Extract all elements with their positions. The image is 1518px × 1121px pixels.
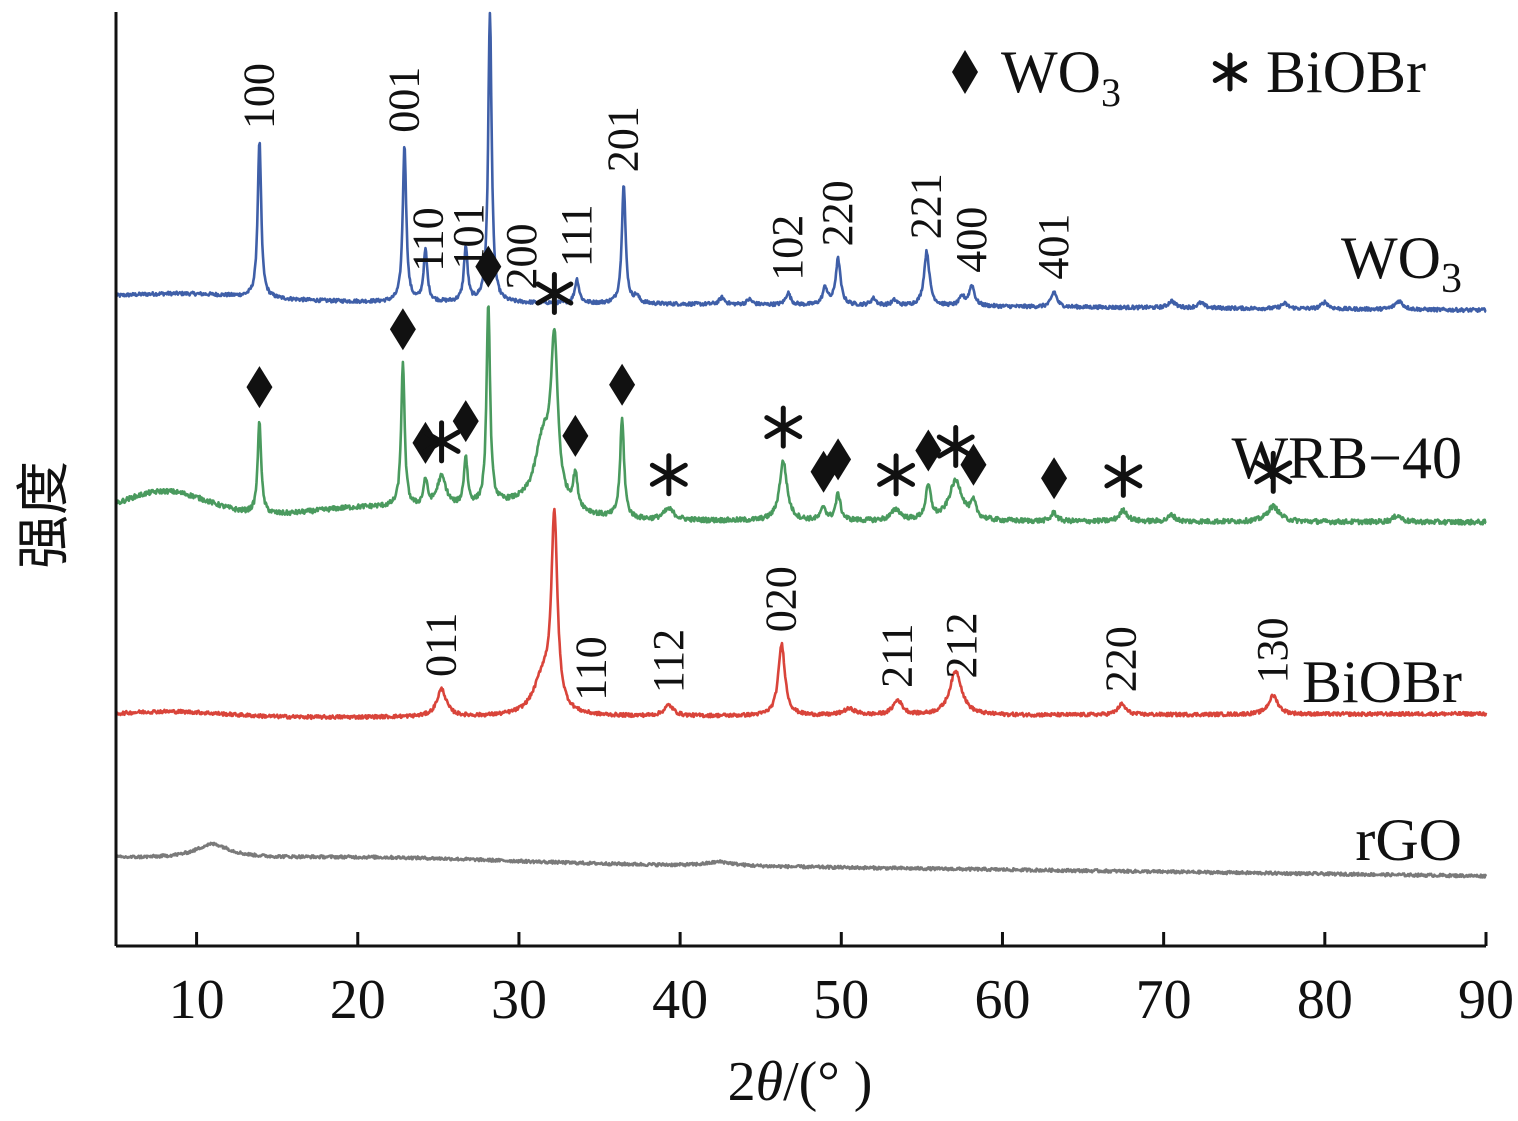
biobr-peak-marker [422,420,461,464]
x-tick-label: 40 [652,969,708,1031]
biobr-peak-marker [1254,450,1293,494]
peak-label: 220 [813,180,862,246]
peak-label: 001 [380,67,429,133]
biobr-peak-marker [649,453,688,497]
series-line-2 [114,507,1488,721]
x-tick-label: 70 [1136,969,1192,1031]
peak-label: 201 [599,106,648,172]
series-line-0 [114,11,1487,314]
peak-label: 112 [644,629,693,693]
peak-label: 111 [552,204,601,267]
x-tick-label: 20 [330,969,386,1031]
x-tick-label: 60 [974,969,1030,1031]
peak-label: 130 [1248,618,1297,684]
x-axis-label-prefix: 2 [728,1051,756,1113]
peak-label: 102 [763,215,812,281]
wo3-peak-marker [562,414,589,457]
wo3-peak-marker [389,308,416,351]
series-curves [114,11,1488,879]
x-axis-label-suffix: /(° ) [783,1051,872,1113]
wo3-peak-marker [452,400,479,443]
x-tick-label: 80 [1297,969,1353,1031]
series-labels: WO3 WRB−40 BiOBr rGO [1231,225,1462,873]
wo3-peak-marker [412,421,439,464]
peak-label: 212 [937,613,986,679]
wo3-peak-marker [475,245,502,288]
series-label: rGO [1355,807,1462,873]
wo3-peak-marker [1041,457,1068,500]
legend: WO3 BiOBr [952,39,1426,115]
legend-diamond-icon [952,50,978,94]
peak-label: 110 [404,207,453,271]
wo3-peak-marker [825,438,852,481]
peak-label: 200 [497,224,546,290]
legend-label: BiOBr [1266,39,1426,105]
wo3-peak-marker [246,366,273,409]
peak-label: 220 [1097,626,1146,692]
wo3-peak-marker [915,429,942,472]
x-tick-label: 30 [491,969,547,1031]
peak-label: 211 [873,624,922,688]
series-line-1 [114,305,1487,526]
x-ticks: 10 20 30 40 50 60 70 80 90 [169,932,1514,1031]
x-tick-label: 50 [813,969,869,1031]
biobr-peak-marker [1104,454,1143,498]
wo3-peak-marker [609,363,636,406]
biobr-peak-marker [936,425,975,469]
biobr-peak-marker [877,453,916,497]
peak-label: 221 [902,173,951,239]
series-label: WO3 [1341,225,1462,302]
peak-label: 401 [1029,214,1078,280]
peak-label: 400 [947,207,996,273]
biobr-peak-marker [535,272,574,316]
x-tick-label: 10 [169,969,225,1031]
peak-label: 020 [757,566,806,632]
wo3-peak-marker [960,443,987,486]
series-line-3 [114,841,1488,879]
axes [114,12,1486,948]
peak-label: 110 [567,636,616,700]
y-axis-label: 强度 [12,461,75,569]
x-tick-label: 90 [1458,969,1514,1031]
series-label: BiOBr [1302,649,1462,715]
biobr-peak-marker [764,405,803,449]
peak-label: 100 [234,63,283,129]
series-label: WRB−40 [1231,425,1462,491]
legend-label: WO3 [1001,39,1121,115]
x-axis-label: 2θ/(° ) [728,1051,873,1113]
x-axis-label-theta: θ [756,1051,784,1113]
legend-asterisk-icon [1212,52,1248,92]
peak-label: 011 [417,613,466,677]
